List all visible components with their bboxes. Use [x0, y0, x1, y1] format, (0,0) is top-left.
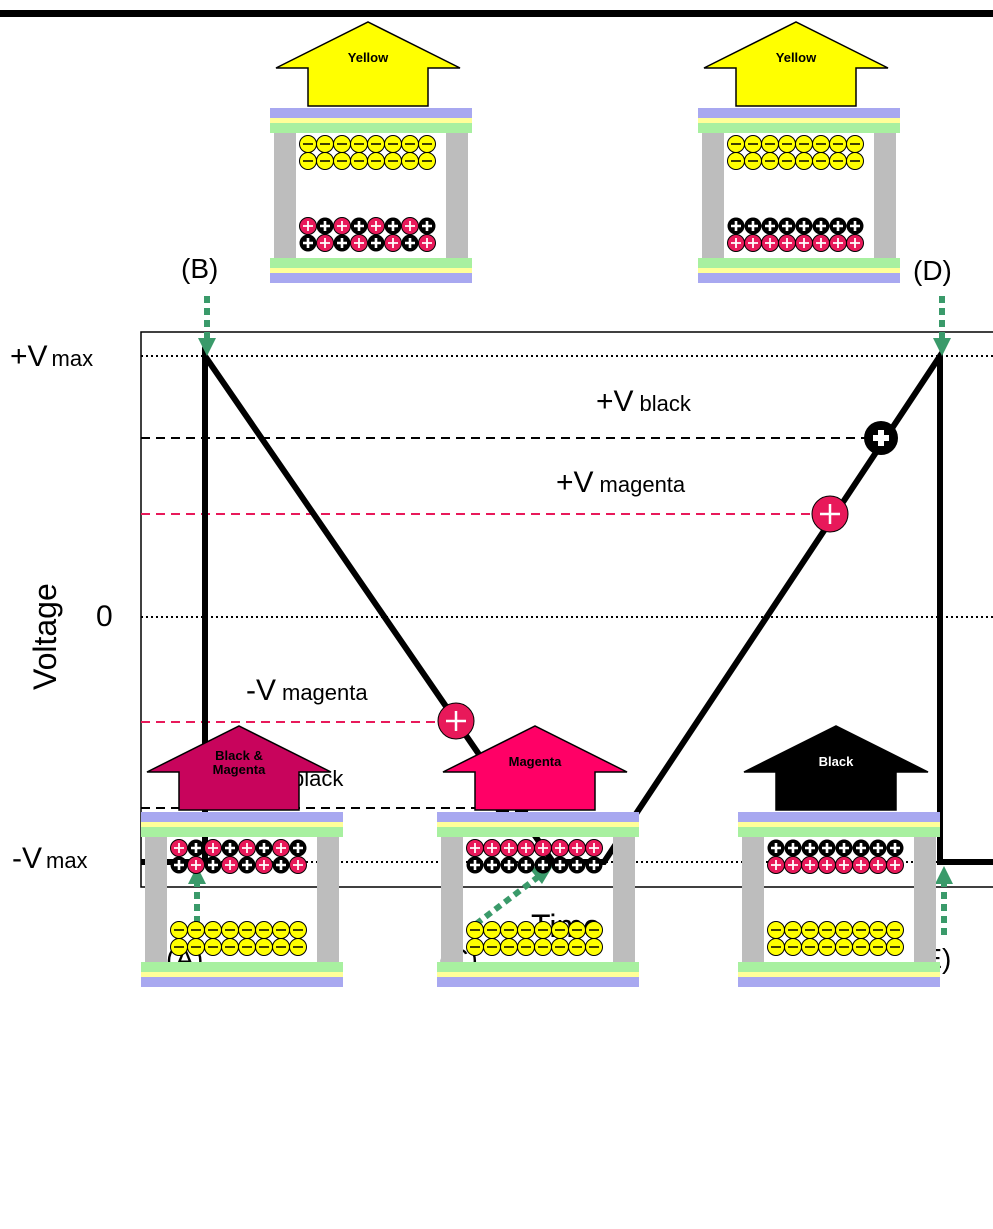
particles	[466, 839, 603, 956]
bottom-electrode	[698, 258, 900, 268]
bottom-electrode	[437, 962, 639, 972]
color-arrow-e: Black	[743, 725, 929, 811]
particles	[170, 839, 307, 956]
cell-wall-right	[446, 133, 468, 258]
y-axis-label: Voltage	[27, 583, 63, 690]
cell-e: Black	[738, 725, 940, 987]
bottom-electrode	[270, 258, 472, 268]
point-label-d: (D)	[913, 255, 952, 286]
cell-wall-right	[613, 837, 635, 962]
top-electrode	[437, 812, 639, 822]
label-zero: 0	[96, 600, 113, 633]
cell-wall-right	[317, 837, 339, 962]
color-arrow-c: Magenta	[442, 725, 628, 811]
color-arrow-b: Yellow	[275, 21, 461, 107]
label-vmax-pos: +V max	[10, 340, 93, 373]
top-electrode	[141, 812, 343, 822]
cell-b: Yellow	[270, 21, 472, 283]
cell-wall-left	[702, 133, 724, 258]
particles	[767, 839, 904, 956]
guide-arrow-b	[198, 296, 216, 356]
cell-c: Magenta	[437, 725, 639, 987]
top-electrode	[738, 812, 940, 822]
color-arrow-d: Yellow	[703, 21, 889, 107]
black-particle-marker-pos	[864, 421, 898, 455]
arrow-label: Black	[819, 754, 854, 769]
arrow-label: Magenta	[509, 754, 563, 769]
cell-wall-right	[874, 133, 896, 258]
top-electrode	[698, 108, 900, 118]
cell-wall-left	[441, 837, 463, 962]
cell-wall-left	[274, 133, 296, 258]
guide-arrows	[188, 296, 953, 935]
arrow-label: Magenta	[213, 762, 267, 777]
label-vblack-pos: +V black	[596, 385, 692, 418]
arrow-label: Black &	[215, 748, 263, 763]
plot-frame	[140, 331, 993, 888]
label-vmax-neg: -V max	[12, 842, 88, 875]
arrow-label: Yellow	[776, 50, 817, 65]
particles	[299, 135, 436, 252]
label-vmagenta-neg: -V magenta	[246, 674, 368, 707]
point-label-b: (B)	[181, 253, 218, 284]
label-vmagenta-pos: +V magenta	[556, 466, 686, 499]
cell-a: Black &Magenta	[141, 725, 343, 987]
magenta-particle-marker-pos	[811, 495, 849, 533]
guide-arrow-d	[933, 296, 951, 356]
color-arrow-a: Black &Magenta	[146, 725, 332, 811]
guide-arrow-e	[935, 866, 953, 935]
particles	[727, 135, 864, 252]
cell-wall-left	[742, 837, 764, 962]
cell-d: Yellow	[698, 21, 900, 283]
cell-wall-left	[145, 837, 167, 962]
arrow-label: Yellow	[348, 50, 389, 65]
cell-wall-right	[914, 837, 936, 962]
top-rule	[0, 10, 993, 17]
bottom-electrode	[141, 962, 343, 972]
magenta-particle-marker-neg	[437, 702, 475, 740]
bottom-electrode	[738, 962, 940, 972]
guide-arrow-a	[188, 866, 206, 935]
top-electrode	[270, 108, 472, 118]
